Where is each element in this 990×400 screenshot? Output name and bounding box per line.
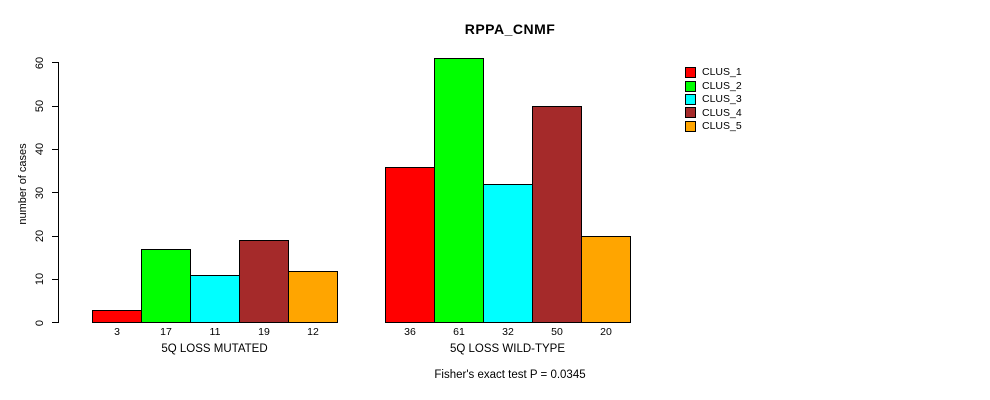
bar-value-label: 50 bbox=[551, 326, 563, 338]
y-tick bbox=[52, 278, 58, 280]
bar-value-label: 3 bbox=[114, 326, 120, 338]
y-tick-label: 0 bbox=[34, 319, 46, 326]
bar-clus_3-group1 bbox=[190, 275, 240, 323]
bar-clus_4-group2 bbox=[532, 106, 582, 323]
y-tick-label: 40 bbox=[34, 143, 46, 156]
bar-value-label: 36 bbox=[404, 326, 416, 338]
category-label: 5Q LOSS MUTATED bbox=[161, 343, 268, 355]
legend-item: CLUS_4 bbox=[685, 106, 742, 119]
legend-label: CLUS_1 bbox=[702, 66, 742, 79]
y-tick-label: 50 bbox=[34, 99, 46, 113]
category-label: 5Q LOSS WILD-TYPE bbox=[449, 343, 566, 355]
legend-label: CLUS_2 bbox=[702, 79, 742, 92]
bar-value-label: 17 bbox=[160, 326, 172, 338]
legend: CLUS_1 CLUS_2 CLUS_3 CLUS_4 CLUS_5 bbox=[685, 66, 742, 133]
y-tick bbox=[52, 235, 58, 237]
y-tick bbox=[52, 192, 58, 194]
bar-value-label: 11 bbox=[209, 326, 221, 338]
y-tick bbox=[52, 62, 58, 64]
bar-value-label: 61 bbox=[453, 326, 465, 338]
legend-label: CLUS_5 bbox=[702, 120, 742, 132]
legend-swatch-clus_4 bbox=[685, 107, 696, 119]
bar-value-label: 20 bbox=[600, 326, 612, 338]
bar-clus_5-group2 bbox=[581, 236, 631, 323]
legend-swatch-clus_1 bbox=[685, 67, 696, 79]
bar-clus_1-group1 bbox=[92, 309, 142, 323]
bar-clus_2-group1 bbox=[141, 249, 191, 323]
legend-item: CLUS_3 bbox=[685, 93, 742, 106]
bar-clus_1-group2 bbox=[385, 166, 435, 323]
legend-label: CLUS_4 bbox=[702, 106, 742, 119]
bar-clus_2-group2 bbox=[434, 58, 484, 323]
bar-value-label: 19 bbox=[258, 326, 270, 338]
bar-clus_4-group1 bbox=[239, 240, 289, 323]
legend-label: CLUS_3 bbox=[702, 93, 742, 106]
y-tick bbox=[52, 105, 58, 107]
y-tick bbox=[52, 322, 58, 324]
legend-swatch-clus_5 bbox=[685, 120, 696, 132]
bar-clus_3-group2 bbox=[483, 184, 533, 323]
legend-item: CLUS_1 bbox=[685, 66, 742, 79]
y-tick-label: 60 bbox=[34, 56, 46, 69]
y-tick-label: 20 bbox=[34, 229, 46, 243]
y-tick-label: 30 bbox=[34, 186, 46, 199]
y-tick bbox=[52, 148, 58, 150]
legend-swatch-clus_2 bbox=[685, 80, 696, 92]
legend-item: CLUS_2 bbox=[685, 79, 742, 92]
legend-swatch-clus_3 bbox=[685, 93, 696, 105]
bar-value-label: 12 bbox=[307, 326, 319, 338]
chart-title: RPPA_CNMF bbox=[464, 21, 556, 37]
bar-value-label: 32 bbox=[502, 326, 514, 338]
legend-item: CLUS_5 bbox=[685, 120, 742, 133]
annotation-text: Fisher's exact test P = 0.0345 bbox=[434, 369, 586, 381]
bar-clus_5-group1 bbox=[288, 270, 338, 323]
y-axis-line bbox=[58, 62, 59, 323]
y-tick-label: 10 bbox=[34, 273, 46, 286]
